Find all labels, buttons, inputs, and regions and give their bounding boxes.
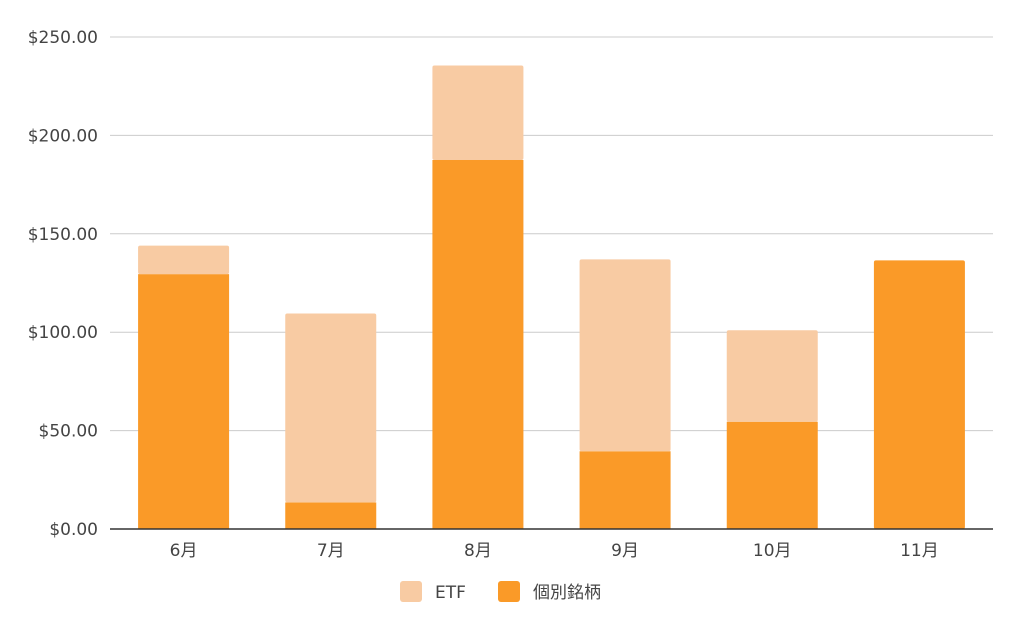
- y-tick-label: $50.00: [39, 422, 98, 442]
- legend-swatch: [400, 581, 422, 602]
- x-tick-label: 7月: [317, 541, 345, 561]
- bar-segment-etf: [579, 259, 671, 452]
- y-tick-label: $150.00: [28, 225, 98, 245]
- bar-segment-individual-stocks: [873, 260, 965, 529]
- x-tick-label: 11月: [900, 541, 939, 561]
- legend-label: ETF: [435, 583, 466, 603]
- x-tick-label: 10月: [753, 541, 792, 561]
- y-tick-label: $0.00: [49, 520, 98, 540]
- x-tick-label: 9月: [611, 541, 639, 561]
- bar-segment-individual-stocks: [138, 274, 230, 529]
- bar-segment-individual-stocks: [432, 160, 524, 529]
- y-tick-label: $100.00: [28, 323, 98, 343]
- bar-segment-etf: [285, 313, 377, 503]
- bars: [138, 65, 965, 529]
- x-tick-label: 8月: [464, 541, 492, 561]
- bar-segment-etf: [432, 65, 524, 160]
- y-axis-tick-labels: $0.00 $50.00 $100.00 $150.00 $200.00 $250.00: [28, 28, 98, 540]
- bar-segment-individual-stocks: [285, 502, 377, 529]
- y-tick-label: $200.00: [28, 126, 98, 146]
- y-tick-label: $250.00: [28, 28, 98, 48]
- legend-swatch: [498, 581, 520, 602]
- legend-label: 個別銘柄: [533, 583, 601, 603]
- bar-segment-etf: [138, 245, 230, 275]
- bar-segment-individual-stocks: [726, 421, 818, 529]
- bar-segment-individual-stocks: [579, 451, 671, 529]
- x-axis-tick-labels: 6月 7月 8月 9月 10月 11月: [170, 541, 939, 561]
- legend: ETF 個別銘柄: [400, 581, 601, 603]
- gridlines: [110, 36, 993, 432]
- bar-segment-etf: [726, 330, 818, 422]
- x-tick-label: 6月: [170, 541, 198, 561]
